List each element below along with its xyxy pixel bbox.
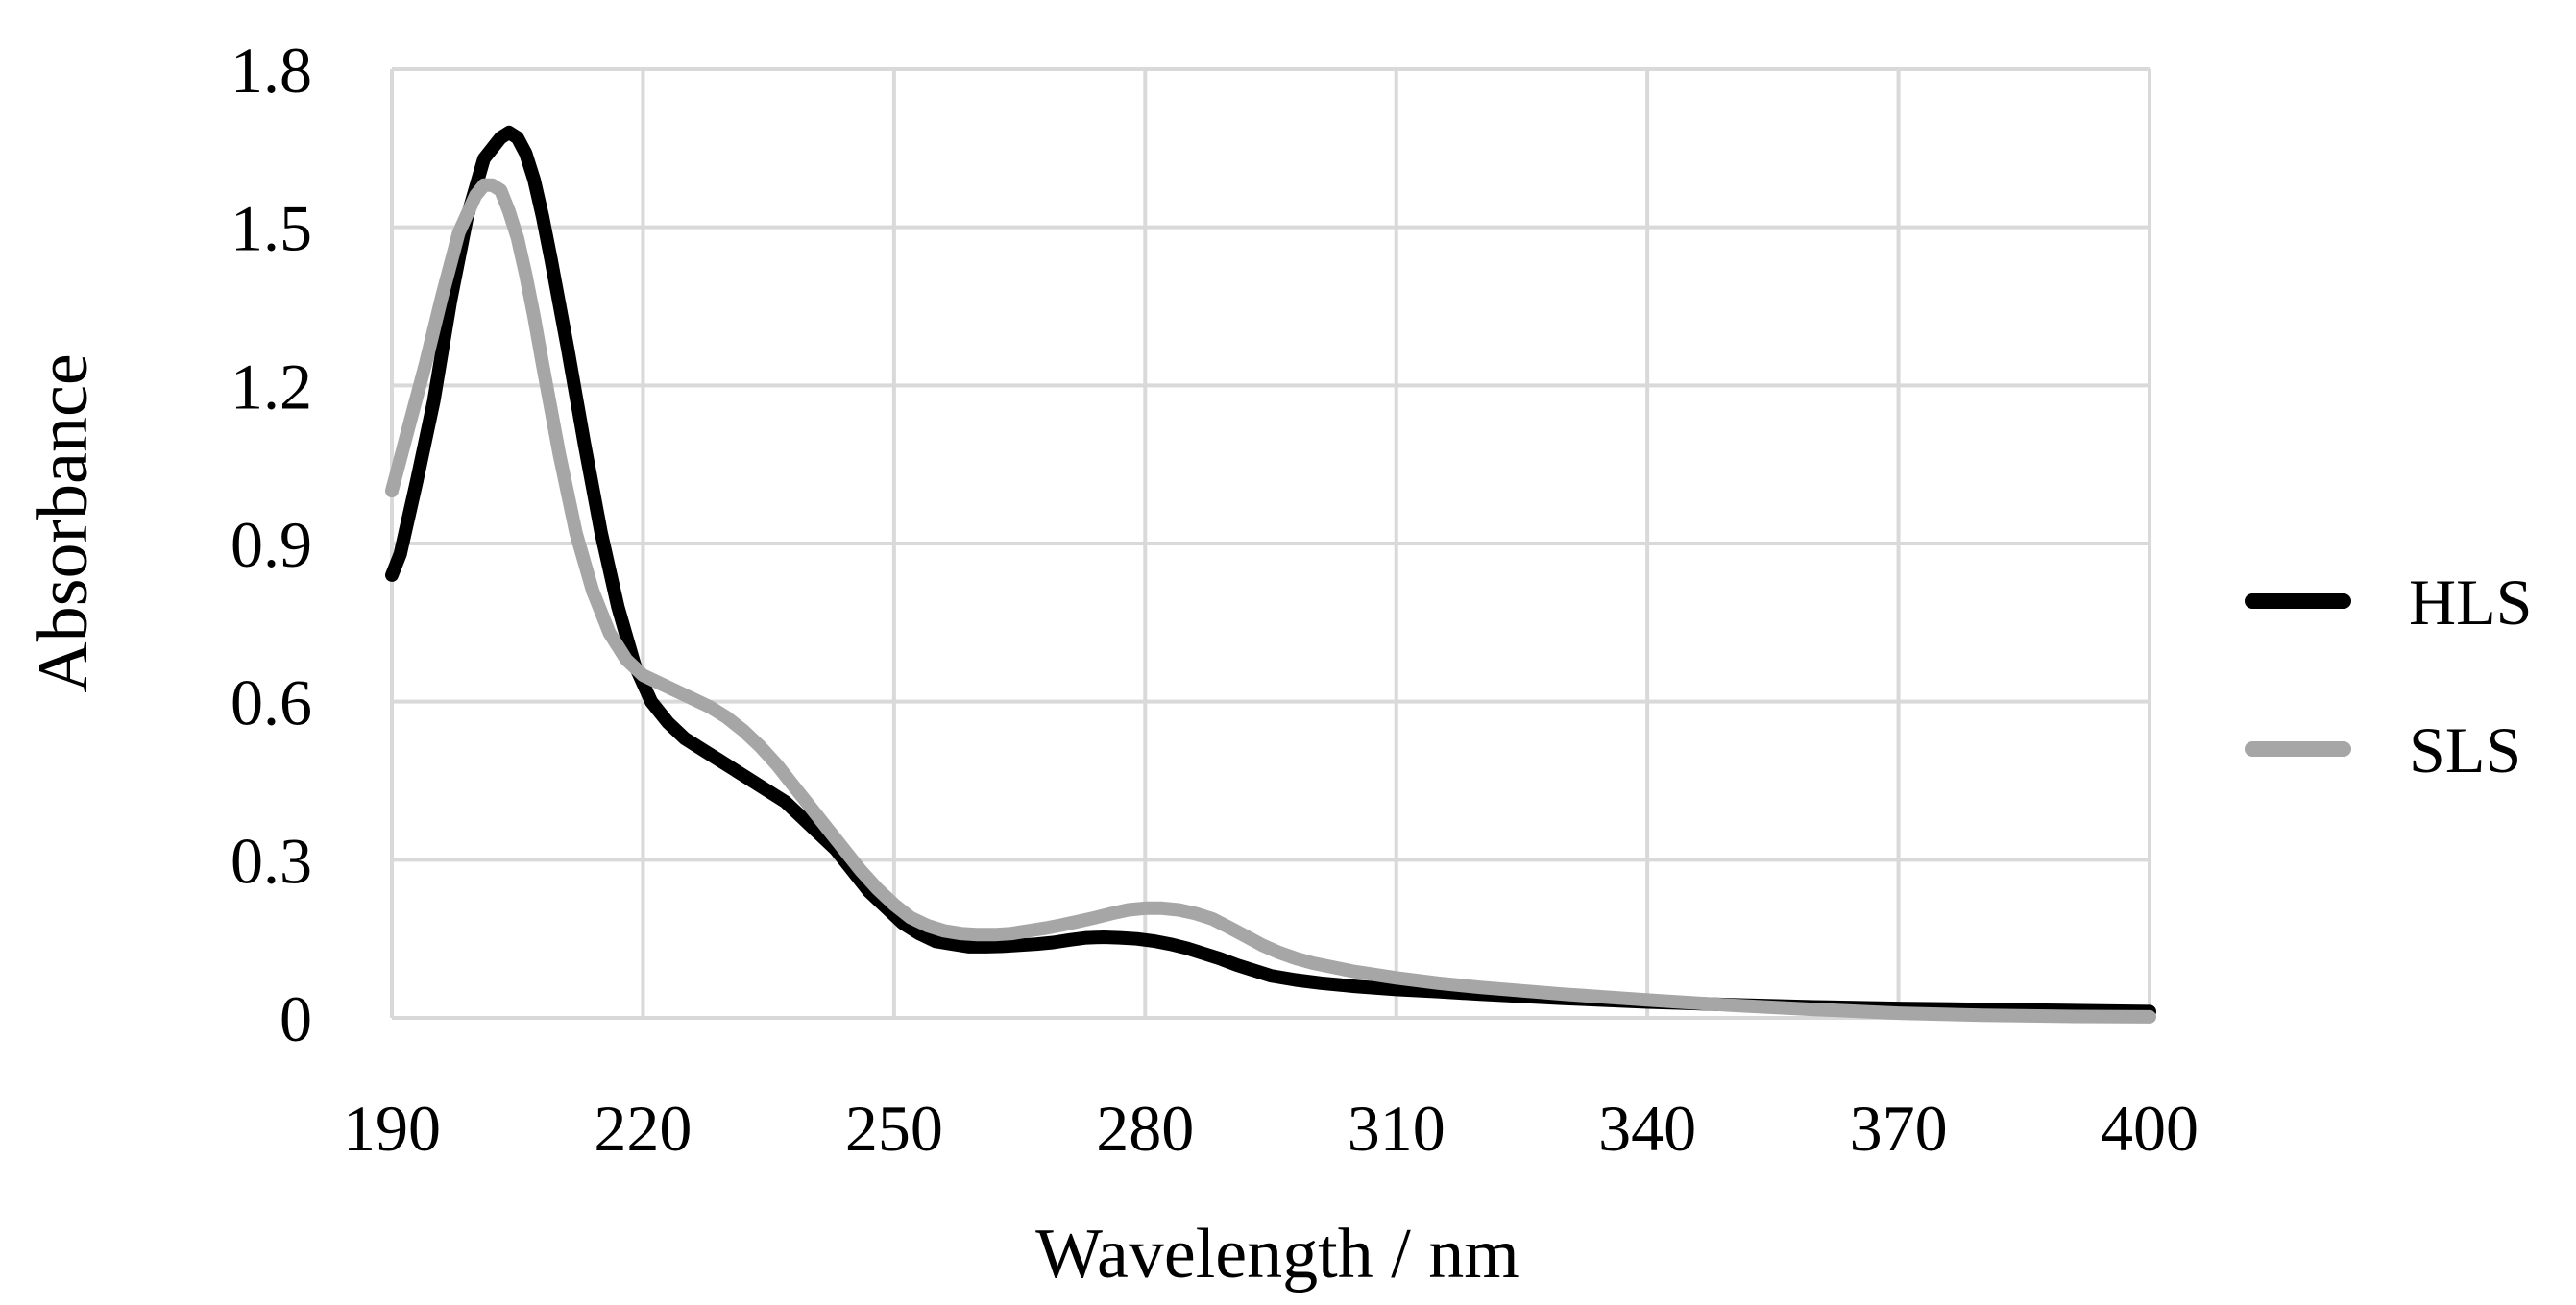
x-axis: 190 220 250 280 310 340 370 400 bbox=[343, 1092, 2199, 1165]
series-line-hls bbox=[385, 125, 2156, 1019]
y-axis: 0 0.3 0.6 0.9 1.2 1.5 1.8 bbox=[231, 34, 312, 1055]
legend-label-hls: HLS bbox=[2409, 566, 2532, 639]
legend-label-sls: SLS bbox=[2409, 713, 2521, 786]
x-tick-label: 400 bbox=[2101, 1092, 2199, 1165]
series-layer bbox=[385, 125, 2156, 1024]
y-tick-label: 1.5 bbox=[231, 192, 312, 265]
x-tick-label: 190 bbox=[343, 1092, 441, 1165]
y-axis-title: Absorbance bbox=[24, 353, 103, 692]
legend: HLS SLS bbox=[2245, 566, 2532, 786]
series-line-sls bbox=[385, 178, 2156, 1024]
x-tick-label: 370 bbox=[1850, 1092, 1948, 1165]
x-tick-label: 220 bbox=[594, 1092, 692, 1165]
x-tick-label: 310 bbox=[1348, 1092, 1446, 1165]
x-tick-label: 250 bbox=[845, 1092, 943, 1165]
x-tick-label: 340 bbox=[1598, 1092, 1696, 1165]
x-axis-title: Wavelength / nm bbox=[1035, 1215, 1519, 1293]
y-tick-label: 0 bbox=[279, 982, 312, 1055]
y-tick-label: 0.6 bbox=[231, 666, 312, 739]
y-tick-label: 0.9 bbox=[231, 508, 312, 581]
grid bbox=[390, 67, 2151, 1020]
x-tick-label: 280 bbox=[1096, 1092, 1194, 1165]
y-tick-label: 1.8 bbox=[231, 34, 312, 107]
y-tick-label: 0.3 bbox=[231, 824, 312, 897]
y-tick-label: 1.2 bbox=[231, 350, 312, 423]
